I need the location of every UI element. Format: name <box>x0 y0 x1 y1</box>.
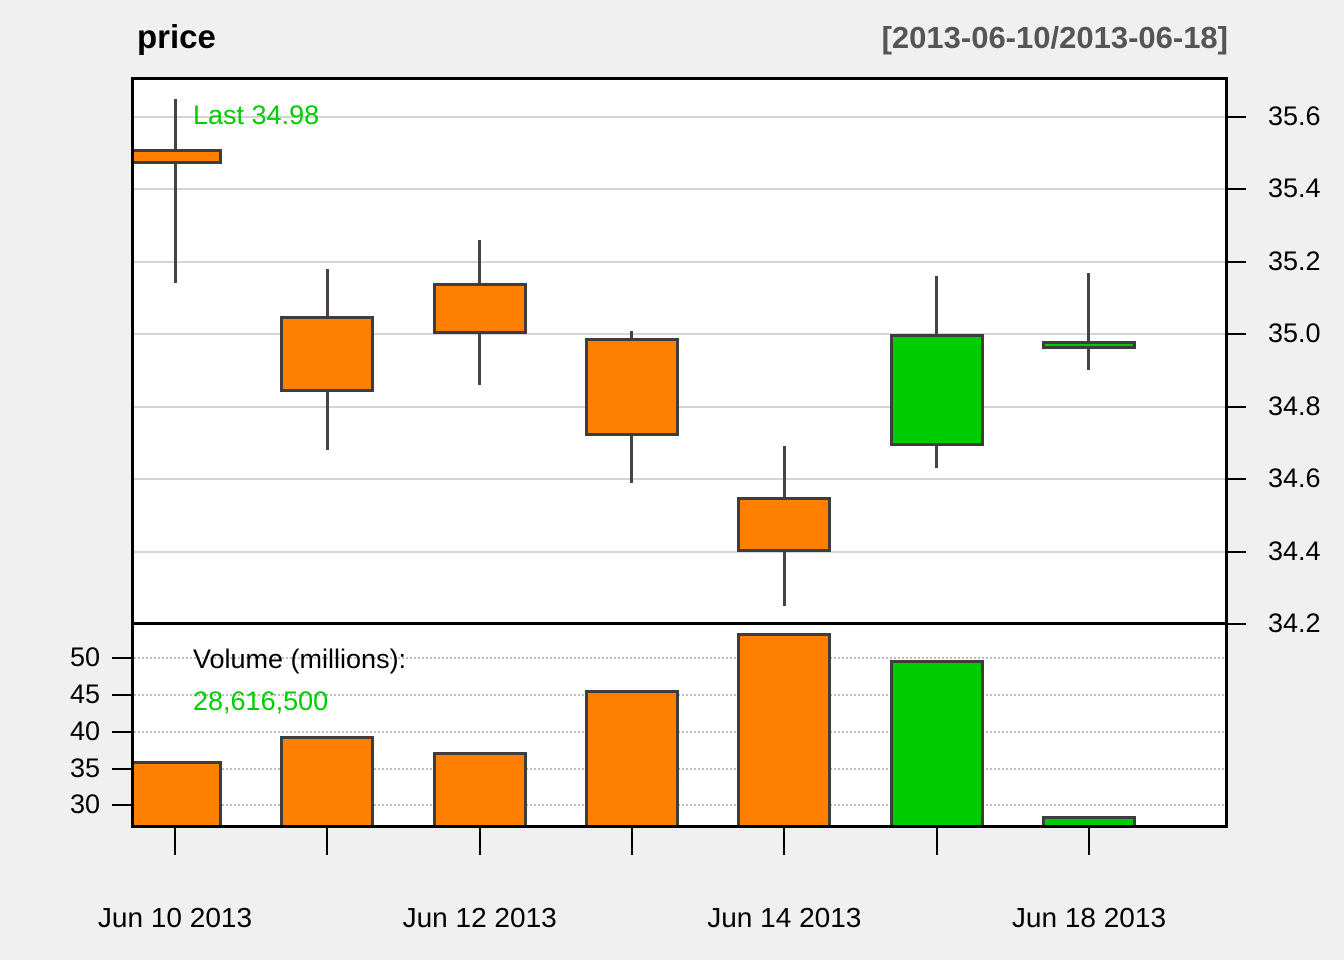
volume-bar <box>131 761 222 828</box>
volume-title: Volume (millions): <box>193 644 407 674</box>
candle-wick <box>1087 272 1091 371</box>
volume-gridline <box>131 657 1228 660</box>
candle-body <box>584 337 679 436</box>
price-gridline <box>131 333 1228 336</box>
price-gridline <box>131 550 1228 553</box>
price-tick <box>1228 550 1246 553</box>
volume-bar <box>1041 815 1136 828</box>
date-tick-label: Jun 18 2013 <box>1011 902 1167 933</box>
date-tick <box>630 828 633 855</box>
price-tick <box>1228 333 1246 336</box>
volume-gridline <box>131 767 1228 770</box>
candle-wick <box>173 98 177 284</box>
price-gridline <box>131 260 1228 263</box>
volume-panel: Volume (millions): 28,616,500 <box>131 624 1228 828</box>
price-gridline <box>131 115 1228 118</box>
volume-tick <box>112 657 131 660</box>
price-tick <box>1228 188 1246 191</box>
price-panel: Last 34.98 <box>131 77 1228 624</box>
volume-bar <box>432 752 527 828</box>
date-tick-label: Jun 12 2013 <box>402 902 557 933</box>
chart-title: price <box>137 18 216 55</box>
last-price-label: Last 34.98 <box>193 100 320 130</box>
price-gridline <box>131 478 1228 481</box>
candle-body <box>1041 341 1136 349</box>
price-gridline <box>131 188 1228 191</box>
price-tick <box>1228 115 1246 118</box>
volume-gridline <box>131 804 1228 807</box>
volume-value: 28,616,500 <box>193 686 329 716</box>
volume-bar <box>584 690 679 828</box>
date-tick <box>478 828 481 855</box>
volume-tick <box>112 730 131 733</box>
price-tick-label: 35.0 <box>1268 318 1321 349</box>
volume-tick-label: 35 <box>69 752 100 783</box>
price-tick <box>1228 260 1246 263</box>
candle-body <box>737 497 832 552</box>
date-tick <box>783 828 786 855</box>
candle-body <box>131 149 222 164</box>
price-tick-label: 35.2 <box>1268 245 1321 276</box>
price-tick-label: 35.6 <box>1268 100 1321 131</box>
volume-gridline <box>131 730 1228 733</box>
panel-divider <box>131 622 1228 625</box>
price-tick-label: 34.4 <box>1268 535 1321 566</box>
price-tick <box>1228 405 1246 408</box>
date-tick <box>326 828 329 855</box>
volume-tick <box>112 767 131 770</box>
volume-tick-label: 45 <box>69 679 100 710</box>
price-tick-label: 34.8 <box>1268 390 1321 421</box>
volume-gridline <box>131 694 1228 697</box>
price-tick-label: 35.4 <box>1268 173 1321 204</box>
volume-tick-label: 30 <box>69 789 100 820</box>
volume-bar <box>280 736 375 828</box>
price-gridline <box>131 405 1228 408</box>
volume-tick <box>112 804 131 807</box>
price-tick <box>1228 623 1246 625</box>
volume-tick <box>112 694 131 697</box>
date-tick <box>1087 828 1090 855</box>
volume-tick-label: 50 <box>69 642 100 673</box>
volume-bar <box>889 659 984 828</box>
chart-date-range: [2013-06-10/2013-06-18] <box>881 20 1228 55</box>
price-tick-label: 34.6 <box>1268 463 1321 494</box>
date-tick-label: Jun 10 2013 <box>97 902 253 933</box>
candle-body <box>280 316 375 393</box>
date-tick-label: Jun 14 2013 <box>707 902 862 933</box>
price-tick <box>1228 478 1246 481</box>
date-tick <box>174 828 176 855</box>
price-tick-label: 34.2 <box>1268 608 1321 638</box>
date-tick <box>935 828 938 855</box>
volume-bar <box>737 632 832 828</box>
volume-tick-label: 40 <box>69 715 100 746</box>
candle-body <box>889 334 984 447</box>
candle-body <box>432 283 527 335</box>
